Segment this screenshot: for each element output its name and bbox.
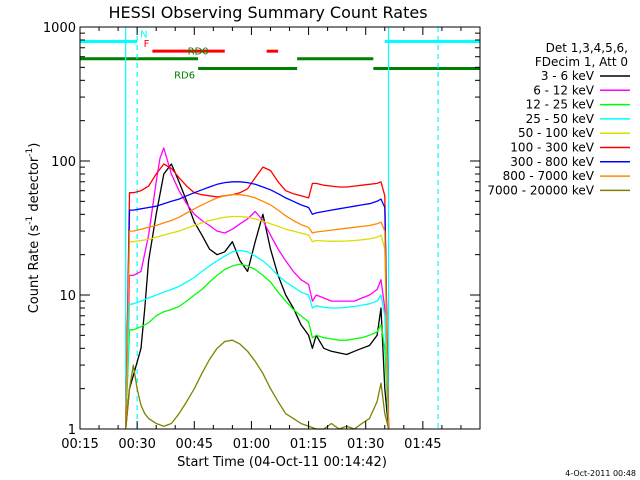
legend-label-7: 800 - 7000 keV [503, 169, 595, 183]
legend-label-0: 3 - 6 keV [541, 69, 595, 83]
legend-label-5: 100 - 300 keV [510, 141, 594, 155]
y-tick-label-0: 1 [68, 423, 76, 438]
legend-label-6: 300 - 800 keV [510, 155, 594, 169]
footer-timestamp: 4-Oct-2011 00:48 [565, 469, 636, 478]
y-tick-label-2: 100 [51, 155, 76, 170]
legend-header-1: Det 1,3,4,5,6, [546, 41, 628, 55]
series-line-0 [125, 163, 390, 430]
legend-header-2: FDecim 1, Att 0 [535, 55, 628, 69]
chart-title: HESSI Observing Summary Count Rates [108, 3, 427, 22]
legend-label-2: 12 - 25 keV [526, 98, 595, 112]
series-line-1 [125, 147, 390, 430]
y-label-sup-2: -1 [25, 148, 35, 157]
y-tick-label-3: 1000 [43, 21, 76, 36]
legend: Det 1,3,4,5,6, FDecim 1, Att 0 3 - 6 keV… [487, 41, 630, 197]
y-label-part-3: ) [27, 143, 42, 148]
plot-frame [79, 26, 481, 430]
legend-label-8: 7000 - 20000 keV [487, 183, 594, 197]
series-line-7 [125, 194, 390, 430]
legend-label-1: 6 - 12 keV [533, 83, 595, 97]
x-axis-label: Start Time (04-Oct-11 00:14:42) [177, 455, 387, 470]
y-axis-ticks: 1 10 100 1000 [43, 21, 480, 438]
x-axis-ticks: 00:15 00:30 00:45 01:00 01:15 01:30 01:45 [61, 27, 462, 452]
x-tick-label-2: 00:45 [176, 437, 213, 452]
x-tick-label-4: 01:15 [290, 437, 327, 452]
state-bars: NF RD0 RD6 [80, 29, 480, 82]
series-line-3 [125, 249, 390, 430]
series-lines [125, 147, 390, 430]
y-label-part-2: detector [27, 156, 42, 216]
x-tick-label-5: 01:30 [347, 437, 384, 452]
state-label-rd0: RD0 [188, 47, 209, 58]
y-label-sup-1: -1 [25, 216, 35, 225]
series-line-6 [125, 181, 390, 430]
y-tick-label-1: 10 [59, 289, 76, 304]
y-axis-label: Count Rate (s-1 detector-1) [25, 143, 42, 314]
x-tick-label-3: 01:00 [233, 437, 270, 452]
state-label-f: F [144, 39, 150, 50]
series-line-5 [125, 163, 390, 430]
series-line-8 [125, 339, 390, 430]
series-line-4 [125, 215, 390, 430]
state-label-n: N [140, 29, 147, 40]
x-tick-label-6: 01:45 [404, 437, 441, 452]
legend-label-4: 50 - 100 keV [518, 126, 595, 140]
x-tick-label-1: 00:30 [118, 437, 155, 452]
series-line-2 [125, 263, 390, 430]
legend-label-3: 25 - 50 keV [526, 112, 595, 126]
y-label-part-1: Count Rate (s [27, 225, 42, 314]
state-label-rd6: RD6 [174, 71, 195, 82]
x-tick-label-0: 00:15 [61, 437, 98, 452]
